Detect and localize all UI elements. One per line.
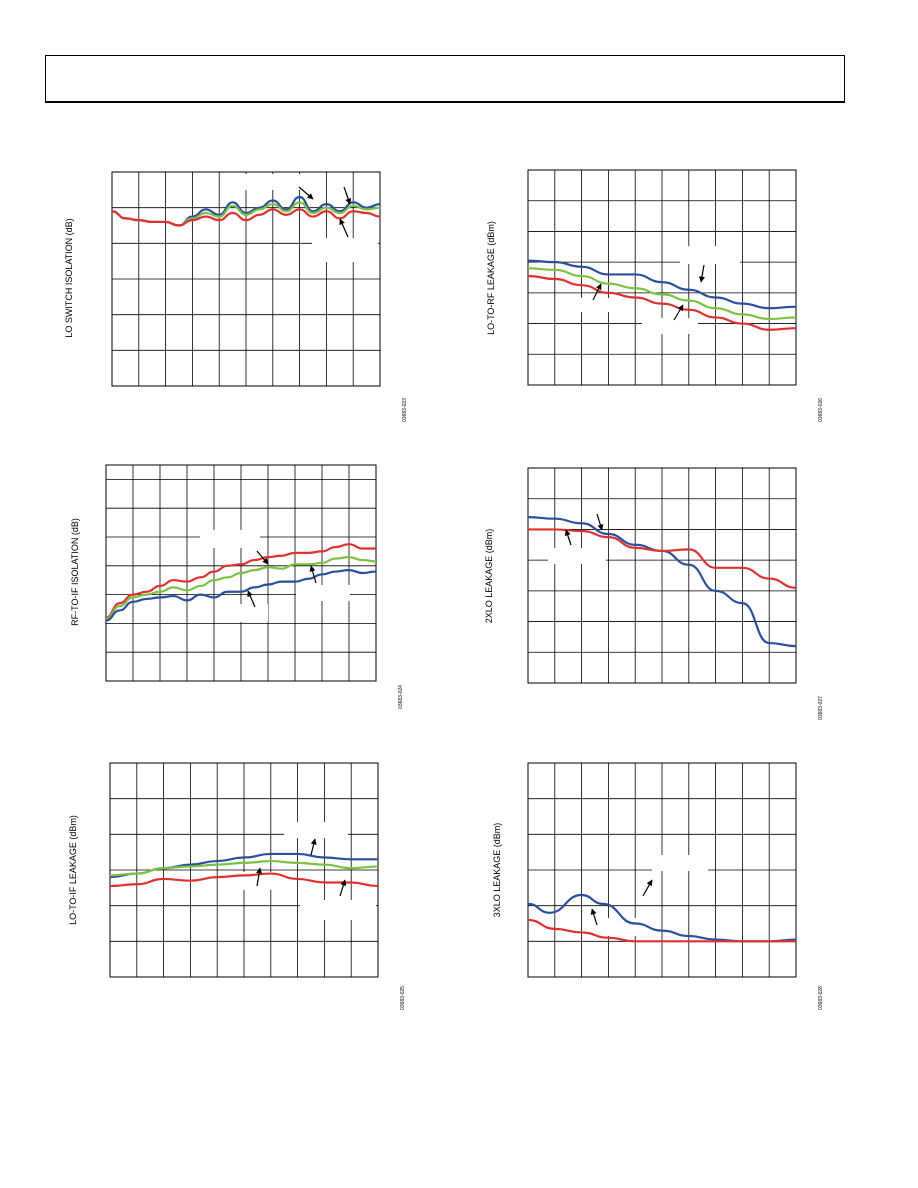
annotation-box [300,900,376,920]
figure-id: 03683-026 [818,398,824,422]
plot-frame [527,467,797,684]
y-axis-label: 3XLO LEAKAGE (dBm) [492,823,502,918]
annotation-arrow [596,513,604,531]
figure-id: 03683-023 [402,398,408,422]
figure-id: 03683-027 [818,696,824,720]
chart-2xlo-leakage: 2XLO LEAKAGE (dBm) 03683-027 [484,467,824,720]
annotation-box [680,246,740,264]
annotation-box [296,585,350,601]
chart-rf-to-if-isolation: RF-TO-IF ISOLATION (dB) 03683-024 [70,464,404,709]
plot-frame [111,171,381,387]
chart-lo-to-rf-leakage: LO-TO-RF LEAKAGE (dBm) 03683-026 [486,169,824,422]
annotation-arrow [343,186,352,205]
series-line [109,872,379,888]
annotation-arrow [590,908,598,926]
page-header-box [45,55,845,103]
plot-frame [109,762,379,978]
annotation-arrow [309,565,317,584]
annotation-box [576,298,610,312]
annotation-arrow [247,590,256,608]
annotation-box [284,822,348,838]
plot-frame [527,169,797,386]
annotation-box [228,604,268,622]
series-line [527,259,797,310]
grid [112,172,380,386]
annotation-box [312,238,378,262]
annotation-arrow [592,283,602,301]
series-line [105,569,377,622]
annotation-box [652,855,708,871]
annotation-arrow [564,529,572,546]
chart-lo-to-if-leakage: LO-TO-IF LEAKAGE (dBm) 03683-025 [68,762,406,1010]
annotation-box [238,174,308,190]
annotation-box [596,918,638,936]
grid [528,468,796,683]
y-axis-label: RF-TO-IF ISOLATION (dB) [70,518,80,626]
series-line [109,859,379,877]
annotation-arrow [642,879,653,897]
series-line [527,918,796,943]
annotation-box [548,548,606,564]
grid [106,465,376,681]
series-line [527,528,797,589]
series-line [527,267,797,321]
series-line [111,208,381,227]
series-line [105,556,377,621]
annotation-box [236,872,276,890]
y-axis-label: LO-TO-RF LEAKAGE (dBm) [486,221,496,335]
annotation-arrow [698,264,705,283]
chart-3xlo-leakage: 3XLO LEAKAGE (dBm) 03683-028 [492,762,824,1010]
series-line [527,274,797,331]
figure-id: 03683-025 [400,986,406,1010]
figure-id: 03683-024 [398,685,404,709]
annotation-box [642,318,698,334]
plot-frame [105,464,377,682]
y-axis-label: LO-TO-IF LEAKAGE (dBm) [68,815,78,925]
series-line [105,543,376,619]
annotation-arrow [339,879,347,897]
grid [528,170,796,385]
y-axis-label: LO SWITCH ISOLATION (dB) [64,218,74,337]
plot-frame [527,762,797,978]
figure-id: 03683-028 [818,986,824,1010]
annotation-arrow [298,186,314,200]
annotation-arrow [673,304,684,321]
annotation-arrow [310,838,317,856]
annotation-box [200,530,260,548]
chart-lo-switch-isolation: LO SWITCH ISOLATION (dB) 03683-023 [64,171,408,422]
y-axis-label: 2XLO LEAKAGE (dBm) [484,529,494,624]
annotation-arrow [256,550,269,565]
annotation-arrow [339,218,349,238]
annotation-arrow [256,867,263,887]
